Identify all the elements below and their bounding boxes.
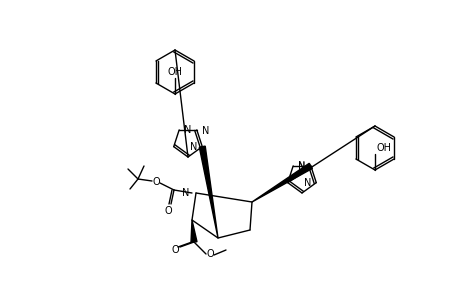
Text: O: O xyxy=(152,177,159,187)
Text: N: N xyxy=(297,161,305,171)
Polygon shape xyxy=(190,220,196,242)
Text: N: N xyxy=(181,188,189,198)
Text: N: N xyxy=(202,126,209,136)
Text: OH: OH xyxy=(167,67,182,77)
Text: O: O xyxy=(171,245,179,255)
Polygon shape xyxy=(252,163,312,202)
Text: N: N xyxy=(190,142,197,152)
Text: N: N xyxy=(184,125,191,135)
Text: N: N xyxy=(303,178,311,188)
Text: OH: OH xyxy=(375,143,391,153)
Text: N: N xyxy=(298,162,305,172)
Polygon shape xyxy=(199,146,218,238)
Text: O: O xyxy=(206,249,213,259)
Text: O: O xyxy=(164,206,172,216)
